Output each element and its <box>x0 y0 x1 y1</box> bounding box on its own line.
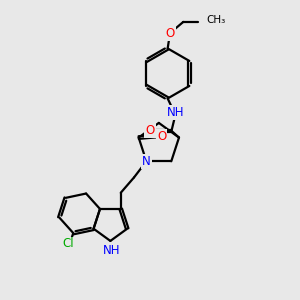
Text: N: N <box>142 155 151 168</box>
Text: Cl: Cl <box>62 238 74 250</box>
Text: NH: NH <box>103 244 121 257</box>
Text: NH: NH <box>167 106 185 119</box>
Text: O: O <box>146 124 154 137</box>
Text: O: O <box>165 27 175 40</box>
Text: CH₃: CH₃ <box>207 15 226 26</box>
Text: O: O <box>157 130 166 142</box>
